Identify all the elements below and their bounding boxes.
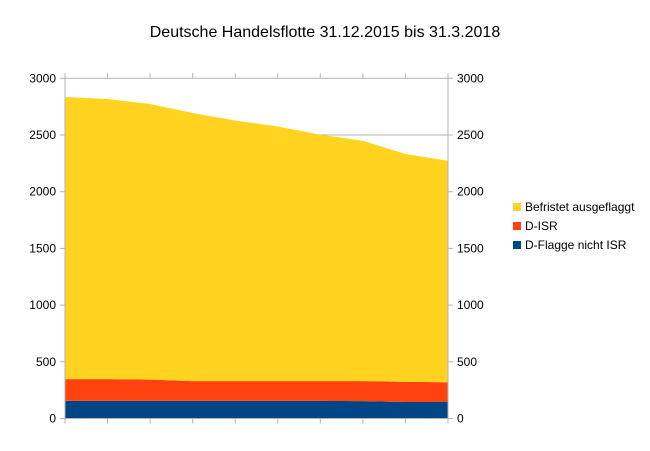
- y-tick-label: 1500: [29, 241, 56, 255]
- y-tick-label: 0: [49, 412, 56, 426]
- area-d-flagge-nicht-isr: [65, 400, 448, 419]
- y2-tick-label: 1500: [457, 241, 484, 255]
- y2-tick-label: 500: [457, 355, 477, 369]
- y2-tick-label: 0: [457, 412, 464, 426]
- legend-label: D-Flagge nicht ISR: [525, 238, 627, 252]
- area-d-isr: [65, 379, 448, 403]
- legend-swatch: [513, 222, 521, 230]
- legend-label: Befristet ausgeflaggt: [525, 200, 635, 214]
- y2-tick-label: 2000: [457, 185, 484, 199]
- y-tick-label: 3000: [29, 71, 56, 85]
- legend-label: D-ISR: [525, 219, 558, 233]
- legend-swatch: [513, 203, 521, 211]
- area-befristet-ausgeflaggt: [65, 97, 448, 383]
- legend-swatch: [513, 241, 521, 249]
- y-tick-label: 500: [36, 355, 56, 369]
- y2-tick-label: 2500: [457, 128, 484, 142]
- chart-title: Deutsche Handelsflotte 31.12.2015 bis 31…: [150, 24, 501, 41]
- y2-tick-label: 3000: [457, 71, 484, 85]
- y-tick-label: 2000: [29, 185, 56, 199]
- y-tick-label: 1000: [29, 298, 56, 312]
- y-tick-label: 2500: [29, 128, 56, 142]
- y2-tick-label: 1000: [457, 298, 484, 312]
